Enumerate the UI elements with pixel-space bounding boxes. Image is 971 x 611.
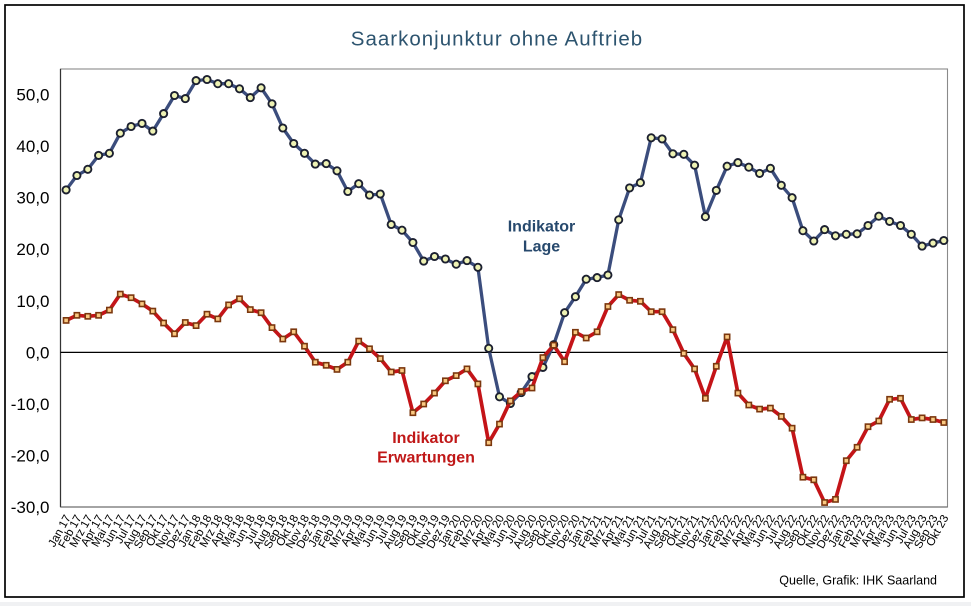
svg-text:30,0: 30,0 bbox=[16, 189, 49, 208]
svg-text:Indikator: Indikator bbox=[508, 219, 576, 236]
svg-text:-10,0: -10,0 bbox=[11, 395, 50, 414]
svg-text:Indikator: Indikator bbox=[392, 430, 460, 447]
svg-text:-30,0: -30,0 bbox=[11, 498, 50, 517]
svg-text:Saarkonjunktur ohne Auftrieb: Saarkonjunktur ohne Auftrieb bbox=[351, 28, 643, 51]
svg-text:Lage: Lage bbox=[523, 239, 560, 256]
svg-text:50,0: 50,0 bbox=[16, 86, 49, 105]
svg-text:Erwartungen: Erwartungen bbox=[377, 450, 475, 467]
svg-text:20,0: 20,0 bbox=[16, 240, 49, 259]
svg-text:0,0: 0,0 bbox=[26, 343, 50, 362]
svg-text:10,0: 10,0 bbox=[16, 292, 49, 311]
svg-text:-20,0: -20,0 bbox=[11, 447, 50, 466]
svg-text:Quelle, Grafik: IHK Saarland: Quelle, Grafik: IHK Saarland bbox=[779, 574, 937, 588]
svg-text:40,0: 40,0 bbox=[16, 137, 49, 156]
